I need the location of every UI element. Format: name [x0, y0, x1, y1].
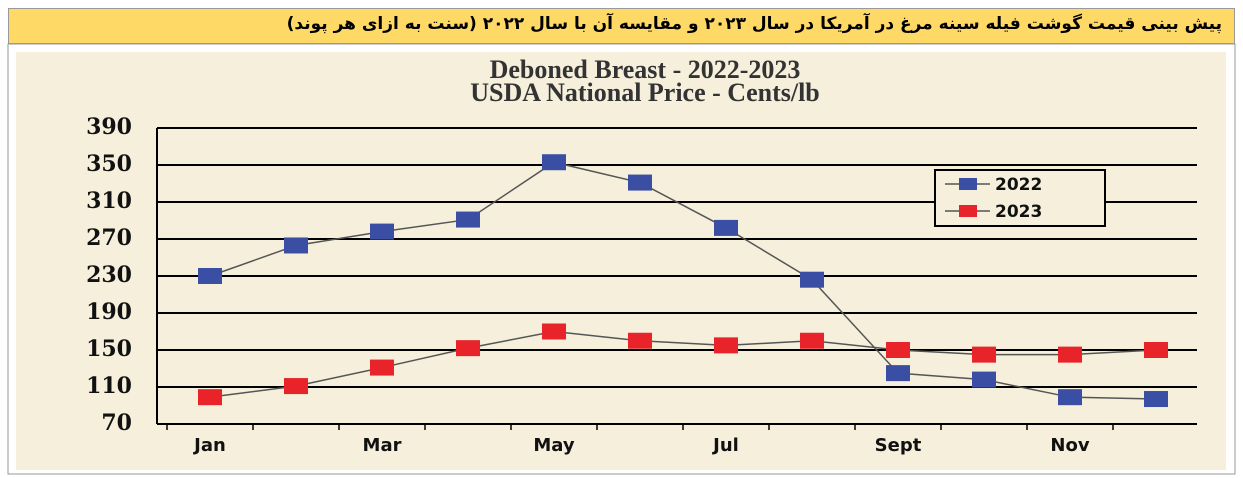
data-point [542, 323, 566, 340]
y-tick-label: 350 [86, 151, 132, 177]
data-point [370, 223, 394, 240]
y-tick-label: 310 [86, 188, 132, 214]
legend-swatch [959, 205, 977, 217]
y-tick-label: 230 [86, 262, 132, 288]
x-tick-label: Nov [1050, 435, 1089, 456]
data-point [1058, 389, 1082, 406]
x-tick-label: May [533, 435, 575, 456]
legend-label: 2023 [995, 202, 1042, 222]
data-point [370, 359, 394, 376]
x-tick-label: Sept [875, 435, 922, 456]
series-line [209, 330, 1157, 398]
chart-subtitle: USDA National Price - Cents/lb [470, 78, 820, 107]
x-tick-label: Mar [363, 435, 402, 456]
chart-area [16, 52, 1226, 470]
data-point [886, 365, 910, 382]
data-point [284, 378, 308, 395]
data-point [972, 371, 996, 388]
legend-label: 2022 [995, 175, 1042, 195]
data-point [1144, 342, 1168, 358]
chart-title: Deboned Breast - 2022-2023 [490, 55, 801, 84]
data-point [284, 237, 308, 254]
caption: پیش بینی قیمت گوشت فیله سینه مرغ در آمری… [8, 8, 1235, 44]
y-tick-label: 150 [86, 336, 132, 362]
series-line [209, 161, 1157, 400]
data-point [800, 271, 824, 288]
data-point [1058, 346, 1082, 363]
data-point [714, 219, 738, 236]
y-tick-label: 70 [101, 410, 132, 436]
y-tick-label: 190 [86, 299, 132, 325]
data-point [1144, 391, 1168, 408]
data-point [714, 337, 738, 354]
data-point [456, 211, 480, 228]
y-tick-label: 110 [86, 373, 132, 399]
data-point [800, 332, 824, 349]
legend-swatch [959, 178, 977, 190]
data-point [456, 340, 480, 357]
data-point [628, 174, 652, 191]
y-tick-label: 390 [86, 114, 132, 140]
data-point [198, 389, 222, 406]
x-tick-label: Jan [192, 435, 226, 456]
y-tick-label: 270 [86, 225, 132, 251]
x-tick-label: Jul [711, 435, 739, 456]
data-point [198, 268, 222, 284]
data-point [886, 342, 910, 358]
data-point [628, 332, 652, 349]
data-point [542, 154, 566, 171]
data-point [972, 346, 996, 363]
